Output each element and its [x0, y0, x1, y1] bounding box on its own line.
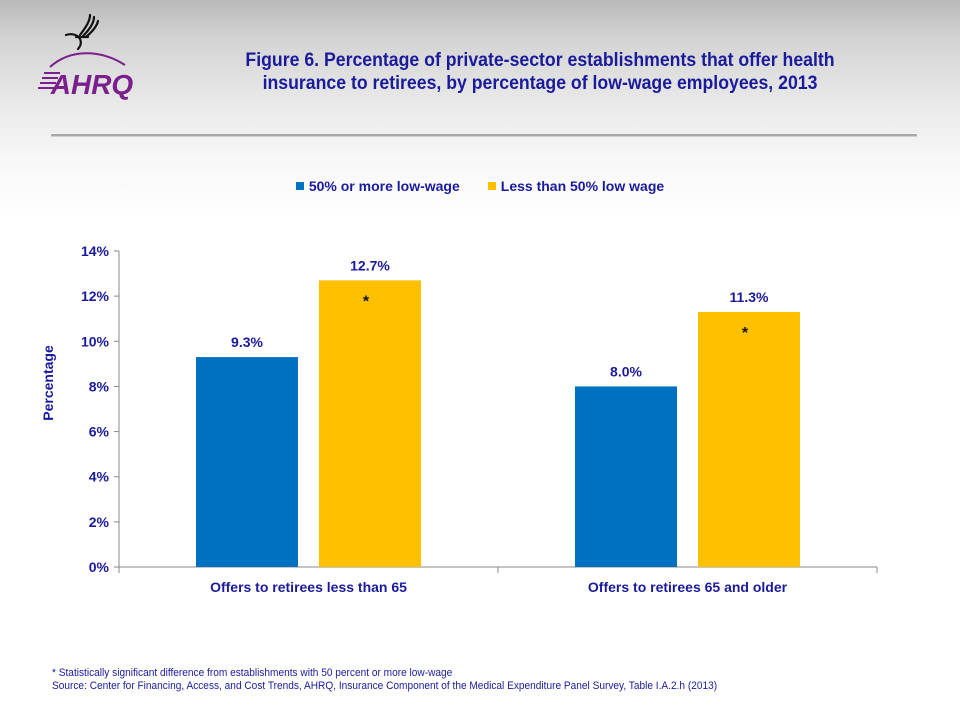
legend-swatch-series-2 [487, 182, 496, 190]
bar-2-2 [698, 311, 800, 567]
y-tick-label: 8% [89, 378, 110, 394]
x-category-label: Offers to retirees 65 and older [588, 579, 788, 595]
legend-label-series-1: 50% or more low-wage [308, 178, 460, 194]
hhs-eagle-icon: AHRQ [38, 13, 134, 100]
significance-note: * Statistically significant difference f… [52, 667, 453, 679]
bars [196, 280, 800, 567]
significance-marker: * [742, 325, 749, 342]
chart-title: Figure 6. Percentage of private-sector e… [215, 49, 866, 95]
y-tick-label: 4% [89, 469, 110, 485]
data-label: 11.3% [730, 289, 769, 305]
labels: 9.3% 12.7% * Offers to retirees less than 6… [210, 257, 788, 595]
title-line-1: Figure 6. Percentage of private-sector e… [245, 50, 835, 71]
footnotes: * Statistically significant difference f… [52, 667, 717, 693]
bar-1-2 [575, 386, 677, 567]
y-tick-label: 2% [89, 514, 110, 530]
title-line-2: insurance to retirees, by percentage of … [262, 73, 818, 94]
logo-text: AHRQ [50, 69, 134, 100]
significance-marker: * [363, 293, 370, 310]
legend-swatch-series-1 [295, 182, 304, 190]
y-tick-label: 0% [89, 559, 110, 575]
bar-1-1 [196, 357, 298, 567]
legend-item-series-2: Less than 50% low wage [487, 178, 665, 194]
header-divider [51, 134, 917, 137]
bar-2-1 [319, 280, 421, 567]
legend-label-series-2: Less than 50% low wage [500, 178, 665, 194]
y-tick-label: 14% [81, 243, 110, 259]
data-label: 9.3% [231, 334, 263, 350]
data-label: 12.7% [350, 257, 390, 273]
y-tick-label: 10% [81, 333, 110, 349]
chart-legend: 50% or more low-wage Less than 50% low w… [0, 178, 960, 194]
data-label: 8.0% [610, 363, 642, 379]
y-axis-label: Percentage [40, 345, 56, 421]
ahrq-logo: AHRQ [30, 5, 150, 105]
y-tick-label: 6% [89, 424, 110, 440]
y-tick-label: 12% [81, 288, 110, 304]
source-note: Source: Center for Financing, Access, an… [52, 680, 718, 692]
legend-item-series-1: 50% or more low-wage [295, 178, 460, 194]
x-category-label: Offers to retirees less than 65 [210, 579, 407, 595]
